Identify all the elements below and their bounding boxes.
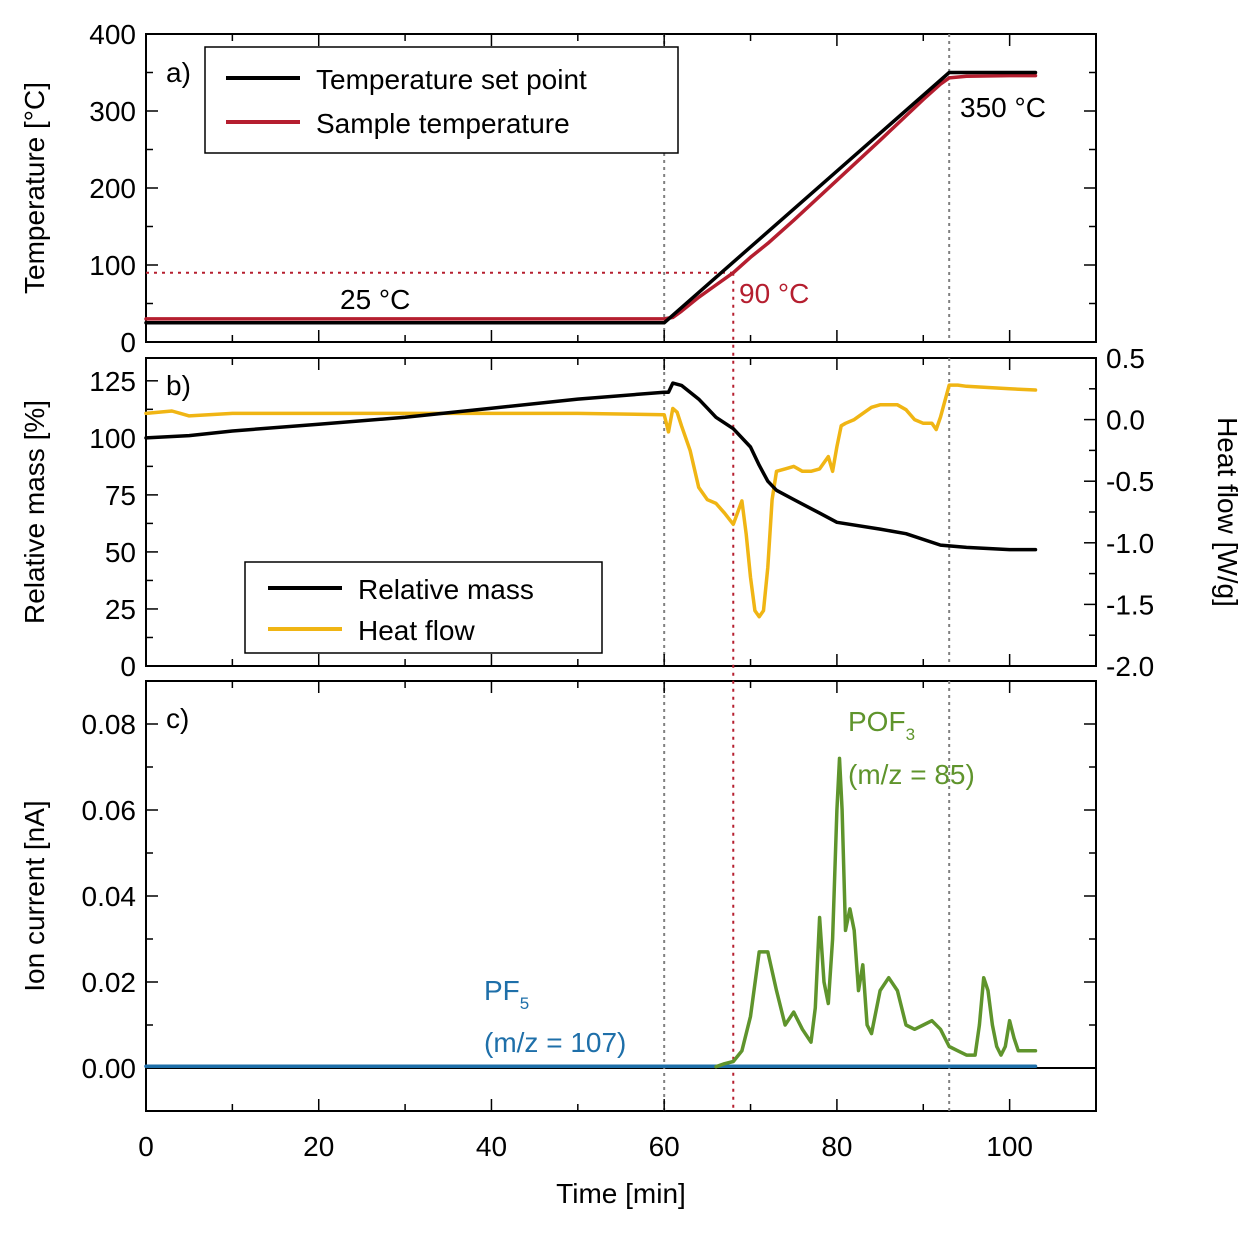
y2-tick-label: -0.5	[1106, 466, 1154, 497]
x-axis-label: Time [min]	[556, 1178, 686, 1209]
legend-label-setpoint: Temperature set point	[316, 64, 587, 95]
y-tick-label: 300	[89, 96, 136, 127]
y-tick-label: 25	[105, 594, 136, 625]
panel-label-c: c)	[166, 703, 189, 734]
y-axis-label-a: Temperature [°C]	[19, 82, 50, 294]
y2-axis-label-b: Heat flow [W/g]	[1212, 417, 1243, 607]
panel-label-a: a)	[166, 57, 191, 88]
legend-label-sample: Sample temperature	[316, 108, 570, 139]
y-tick-label: 50	[105, 537, 136, 568]
x-tick-label: 40	[476, 1131, 507, 1162]
legend-b: Relative mass Heat flow	[244, 561, 603, 654]
annotation-pof3-mz: (m/z = 85)	[848, 759, 975, 790]
y-tick-label: 0	[120, 651, 136, 682]
y-tick-label: 100	[89, 423, 136, 454]
x-tick-label: 60	[649, 1131, 680, 1162]
series-line-sample-temperature	[144, 73, 1038, 321]
x-tick-label: 20	[303, 1131, 334, 1162]
x-tick-label: 100	[986, 1131, 1033, 1162]
y-tick-label: 0.08	[82, 709, 137, 740]
series-line-pof3	[714, 756, 1038, 1069]
annotation-pf5: PF5	[484, 975, 529, 1013]
ticks: 0 20 40 60 80 100 0 100 200 300 400 0 25 50 75 100 125 -2…	[82, 19, 1155, 1162]
series-line-temperature-set-point	[144, 70, 1038, 325]
pof3-sub: 3	[906, 725, 915, 744]
y-tick-label: 75	[105, 480, 136, 511]
pf5-sub: 5	[520, 994, 529, 1013]
y-tick-label: 0.00	[82, 1053, 137, 1084]
y-tick-label: 100	[89, 250, 136, 281]
panel-label-b: b)	[166, 370, 191, 401]
y-axis-label-b: Relative mass [%]	[19, 400, 50, 624]
y-tick-label: 125	[89, 366, 136, 397]
series-line-heat-flow	[144, 383, 1038, 619]
x-tick-label: 0	[138, 1131, 154, 1162]
y-tick-label: 0.06	[82, 795, 137, 826]
y2-tick-label: -1.0	[1106, 528, 1154, 559]
y2-tick-label: -1.5	[1106, 589, 1154, 620]
y2-tick-label: 0.5	[1106, 343, 1145, 374]
y-tick-label: 200	[89, 173, 136, 204]
y-tick-label: 0.02	[82, 967, 137, 998]
annotation-pf5-mz: (m/z = 107)	[484, 1027, 626, 1058]
pf5-main: PF	[484, 975, 520, 1006]
y2-tick-label: -2.0	[1106, 651, 1154, 682]
annotation-90c: 90 °C	[739, 278, 809, 309]
y-axis-label-c: Ion current [nA]	[19, 800, 50, 991]
legend-label-mass: Relative mass	[358, 574, 534, 605]
legend-a: Temperature set point Sample temperature	[204, 46, 679, 154]
legend-label-heat: Heat flow	[358, 615, 475, 646]
x-tick-label: 80	[821, 1131, 852, 1162]
series-line-relative-mass	[144, 381, 1038, 552]
y2-tick-label: 0.0	[1106, 405, 1145, 436]
y-tick-label: 400	[89, 19, 136, 50]
y-tick-label: 0.04	[82, 881, 137, 912]
pof3-main: POF	[848, 706, 906, 737]
y-tick-label: 0	[120, 327, 136, 358]
annotation-25c: 25 °C	[340, 284, 410, 315]
series-lines	[144, 70, 1038, 1069]
annotation-pof3: POF3	[848, 706, 915, 744]
annotation-350c: 350 °C	[960, 92, 1046, 123]
